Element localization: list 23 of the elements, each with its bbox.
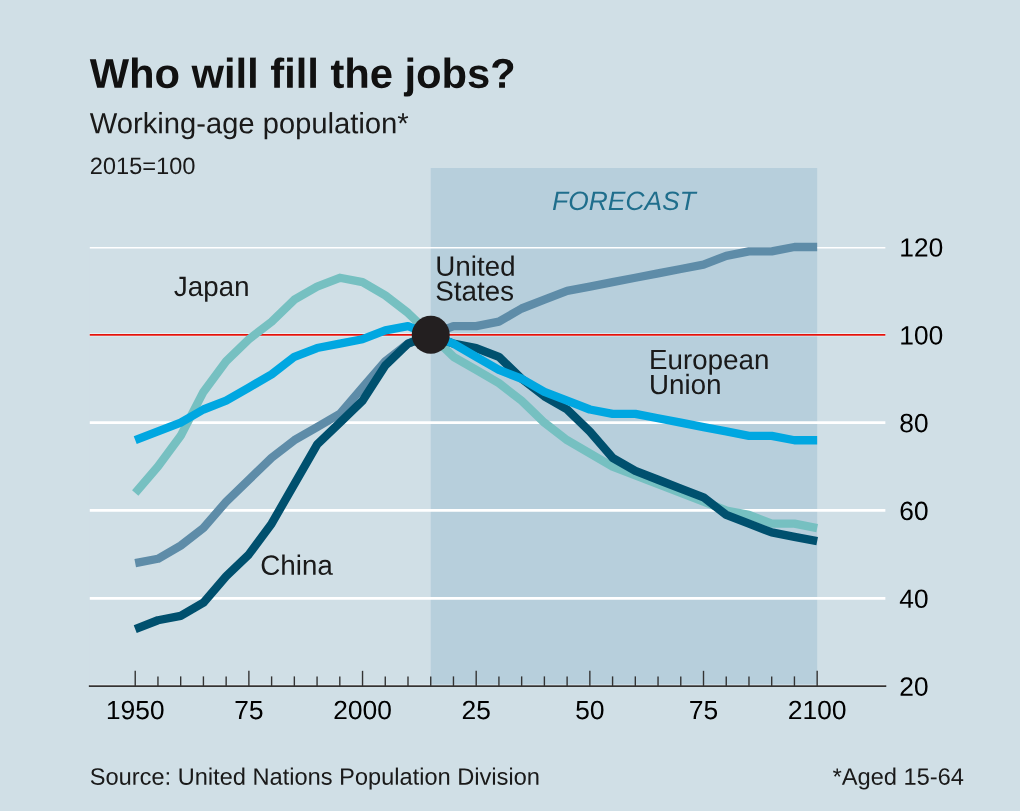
x-tick-label: 75 (235, 700, 263, 720)
series-label: China (261, 554, 333, 576)
text: *Aged 15-64 (833, 767, 964, 790)
series-label: European Union (651, 349, 768, 395)
y-axis-title: 2015=100 (90, 157, 195, 175)
x-tick-label: 25 (462, 700, 490, 720)
y-tick-label: 100 (901, 325, 943, 345)
x-tick-label: 1950 (107, 700, 164, 720)
source-note: Source: United Nations Population Division (90, 767, 539, 790)
band-label: FORECAST (552, 191, 698, 211)
y-tick-label: 60 (900, 501, 928, 521)
y-tick-label: 120 (901, 238, 943, 257)
series-label: Japan (174, 276, 248, 302)
x-tick-label: 2000 (334, 700, 391, 720)
x-tick-label: 2100 (789, 700, 846, 720)
y-tick-label: 20 (900, 677, 928, 696)
x-tick-label: 75 (690, 700, 718, 720)
chart-subtitle: Working-age population* (89, 112, 409, 140)
y-tick-label: 40 (899, 589, 928, 609)
x-tick-label: 50 (576, 700, 604, 720)
series-label: United States (436, 255, 514, 301)
chart-title: Who will fill the jobs? (89, 57, 514, 97)
y-tick-label: 80 (900, 413, 928, 433)
